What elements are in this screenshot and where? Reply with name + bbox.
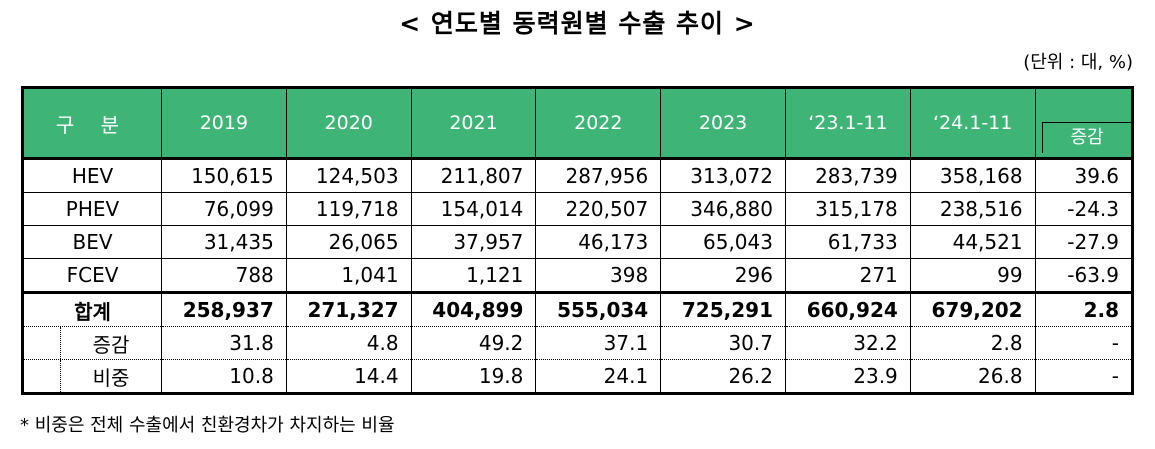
footnote: * 비중은 전체 수출에서 친환경차가 차지하는 비율 <box>20 415 395 436</box>
table-cell: 31.8 <box>161 326 287 360</box>
table-row: 비중 10.8 14.4 19.8 24.1 26.2 23.9 26.8- <box>22 359 1134 394</box>
table-row: PHEV 76,099 119,718 154,014 220,507 346,880 31… <box>22 192 1134 226</box>
table-cell: 287,956 <box>535 158 662 193</box>
table-cell: 2.8 <box>1035 291 1134 327</box>
table-body: HEV 150,615 124,503 211,807 287,956 313,072 28… <box>22 158 1134 394</box>
table-cell: 37.1 <box>535 326 662 360</box>
table-cell: 555,034 <box>535 291 662 327</box>
table-cell: 283,739 <box>785 158 911 193</box>
table-cell: 65,043 <box>660 225 786 259</box>
row-label: 합계 <box>22 291 162 327</box>
table-cell: 26.2 <box>660 359 786 394</box>
table-cell: 2.8 <box>910 326 1036 360</box>
table-cell: 313,072 <box>660 158 786 193</box>
table-cell: 1,121 <box>411 258 537 293</box>
table-row: BEV 31,435 26,065 37,957 46,173 65,043 61,733 4… <box>22 225 1134 259</box>
unit-label: (단위 : 대, %) <box>1023 52 1133 73</box>
table-cell: 119,718 <box>286 192 412 226</box>
table-cell: 14.4 <box>286 359 412 394</box>
table-cell: 24.1 <box>535 359 662 394</box>
table-cell: 150,615 <box>161 158 287 193</box>
table-cell: 271,327 <box>286 291 412 327</box>
table-cell: 679,202 <box>910 291 1036 327</box>
page-title: < 연도별 동력원별 수출 추이 > <box>399 9 756 38</box>
table-cell: 26.8 <box>910 359 1036 394</box>
table-cell: 99 <box>910 258 1036 293</box>
table-cell: 49.2 <box>411 326 537 360</box>
row-label: 비중 <box>22 359 162 394</box>
header-year: 2023 <box>660 87 786 159</box>
header-year: ‘24.1-11 <box>910 87 1036 159</box>
table-header-row: 구 분 2019 2020 2021 2022 2023 ‘23.1-11 ‘2… <box>22 87 1134 159</box>
table-cell: 124,503 <box>286 158 412 193</box>
table-cell: 660,924 <box>785 291 911 327</box>
table-cell: 315,178 <box>785 192 911 226</box>
header-year: 2020 <box>286 87 412 159</box>
header-year: ‘23.1-11 <box>785 87 911 159</box>
table-cell: -63.9 <box>1035 258 1134 293</box>
table-row: 합계 258,937 271,327 404,899 555,034 725,291 660… <box>22 291 1134 327</box>
table-cell: 358,168 <box>910 158 1036 193</box>
table-cell: 30.7 <box>660 326 786 360</box>
table-cell: 238,516 <box>910 192 1036 226</box>
table-cell: 61,733 <box>785 225 911 259</box>
row-label: FCEV <box>22 258 162 293</box>
header-year: 2022 <box>535 87 662 159</box>
table-cell: -24.3 <box>1035 192 1134 226</box>
table-cell: 23.9 <box>785 359 911 394</box>
table-cell: - <box>1035 359 1134 394</box>
table-cell: 44,521 <box>910 225 1036 259</box>
table-cell: 37,957 <box>411 225 537 259</box>
table-cell: 46,173 <box>535 225 662 259</box>
table-cell: 154,014 <box>411 192 537 226</box>
table-cell: 271 <box>785 258 911 293</box>
table-cell: 19.8 <box>411 359 537 394</box>
header-year: 2021 <box>411 87 537 159</box>
table-cell: 725,291 <box>660 291 786 327</box>
table-cell: 31,435 <box>161 225 287 259</box>
table-cell: -27.9 <box>1035 225 1134 259</box>
table-cell: 4.8 <box>286 326 412 360</box>
table-row: FCEV 788 1,041 1,121 398 296 271 99 -63.9 <box>22 258 1134 293</box>
header-year: 2019 <box>161 87 287 159</box>
row-label: BEV <box>22 225 162 259</box>
table-cell: 32.2 <box>785 326 911 360</box>
table-row: 증감 31.8 4.8 49.2 37.1 30.7 32.2 2.8- <box>22 326 1134 360</box>
row-label-text: 증감 <box>60 327 161 359</box>
table-cell: 211,807 <box>411 158 537 193</box>
table-cell: 220,507 <box>535 192 662 226</box>
table-row: HEV 150,615 124,503 211,807 287,956 313,072 28… <box>22 158 1134 193</box>
table-cell: 346,880 <box>660 192 786 226</box>
header-change: 증감 <box>1042 122 1131 153</box>
export-table: 구 분 2019 2020 2021 2022 2023 ‘23.1-11 ‘2… <box>21 86 1134 395</box>
table-cell: 788 <box>161 258 287 293</box>
row-label-text: 비중 <box>60 360 161 392</box>
table-cell: 404,899 <box>411 291 537 327</box>
table-cell: 296 <box>660 258 786 293</box>
row-label: 증감 <box>22 326 162 360</box>
row-label: HEV <box>22 158 162 193</box>
table-cell: 1,041 <box>286 258 412 293</box>
table-cell: 258,937 <box>161 291 287 327</box>
table-cell: 10.8 <box>161 359 287 394</box>
header-category: 구 분 <box>22 87 162 159</box>
table-cell: 76,099 <box>161 192 287 226</box>
table-cell: 39.6 <box>1035 158 1134 193</box>
header-change-cell: 증감 <box>1035 87 1134 159</box>
table-cell: - <box>1035 326 1134 360</box>
row-label: PHEV <box>22 192 162 226</box>
table-cell: 398 <box>535 258 662 293</box>
table-cell: 26,065 <box>286 225 412 259</box>
